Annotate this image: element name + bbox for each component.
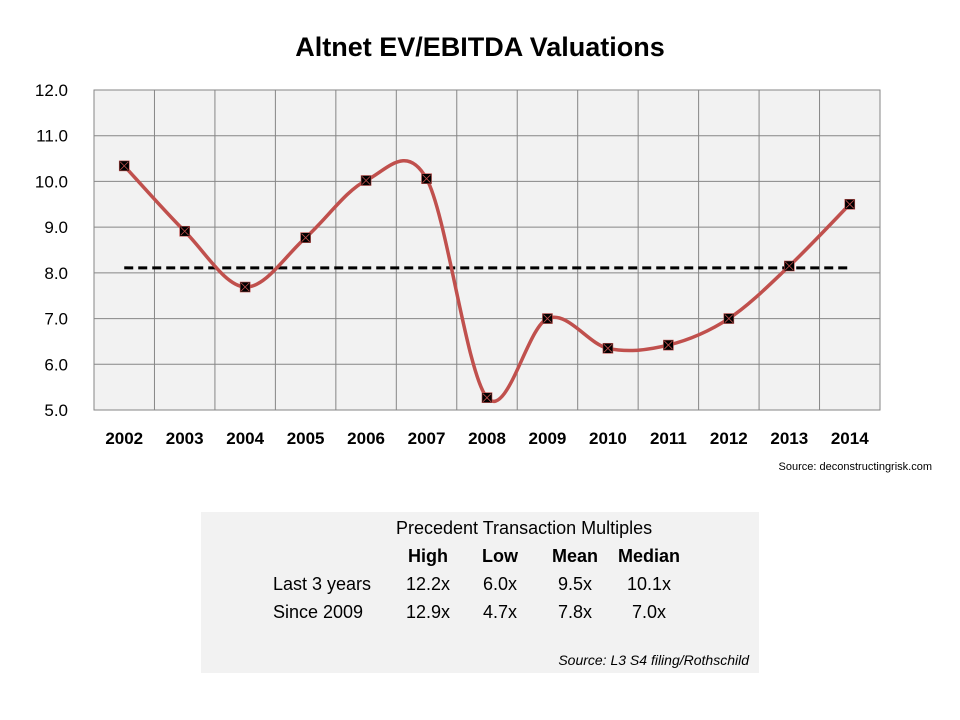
row-label: Since 2009 [273,602,364,622]
data-point-cross [543,314,552,323]
data-point-cross [482,393,492,402]
table-caption: Precedent Transaction Multiples [396,518,653,538]
y-tick-label: 7.0 [44,310,68,329]
data-point-cross [845,200,855,209]
x-tick-label: 2003 [166,429,204,448]
table-cell: 12.9x [405,602,451,622]
y-tick-label: 11.0 [36,127,68,146]
x-tick-label: 2004 [226,429,264,448]
row-label: Last 3 years [273,574,372,594]
header-mean: Mean [551,546,598,566]
x-tick-label: 2008 [468,429,506,448]
plot-area [93,89,881,411]
table-cell: 4.7x [482,602,518,622]
multiples-table: Precedent Transaction Multiples High Low… [201,512,759,673]
table-cell: 12.2x [405,574,451,594]
data-point-cross [240,282,250,292]
y-tick-label: 5.0 [44,401,68,420]
header-high: High [408,546,448,566]
data-point-cross [422,174,431,183]
line-chart: 5.0 6.0 7.0 8.0 9.0 10.0 11.0 12.0 2002 2003 2004 2… [35,81,881,448]
table-cell: 7.8x [557,602,593,622]
y-tick-label: 10.0 [35,172,68,191]
data-point-cross [361,176,371,185]
table-source: Source: L3 S4 filing/Rothschild [558,652,749,668]
data-point-cross [724,314,734,323]
data-point-cross [664,340,673,350]
y-tick-label: 9.0 [44,218,68,237]
table-cell: 6.0x [482,574,518,594]
header-low: Low [482,546,518,566]
x-tick-label: 2006 [347,429,385,448]
y-tick-label: 12.0 [35,81,68,100]
x-tick-label: 2009 [529,429,567,448]
x-tick-label: 2012 [710,429,748,448]
data-point-cross [180,226,189,236]
header-median: Median [617,546,680,566]
x-tick-label: 2005 [287,429,325,448]
x-tick-label: 2002 [105,429,143,448]
x-tick-label: 2014 [831,429,869,448]
table-cell: 10.1x [626,574,672,594]
chart-source: Source: deconstructingrisk.com [778,461,932,473]
x-tick-label: 2010 [589,429,627,448]
data-point-cross [785,261,794,271]
data-point-cross [603,344,613,353]
y-tick-label: 8.0 [44,264,68,283]
data-point-cross [301,233,310,242]
data-point-cross [119,161,129,171]
x-tick-label: 2007 [408,429,446,448]
chart-title: Altnet EV/EBITDA Valuations [295,32,665,62]
x-tick-label: 2013 [770,429,808,448]
table-cell: 7.0x [631,602,667,622]
x-tick-label: 2011 [650,429,687,448]
y-tick-label: 6.0 [44,355,68,374]
table-cell: 9.5x [557,574,593,594]
